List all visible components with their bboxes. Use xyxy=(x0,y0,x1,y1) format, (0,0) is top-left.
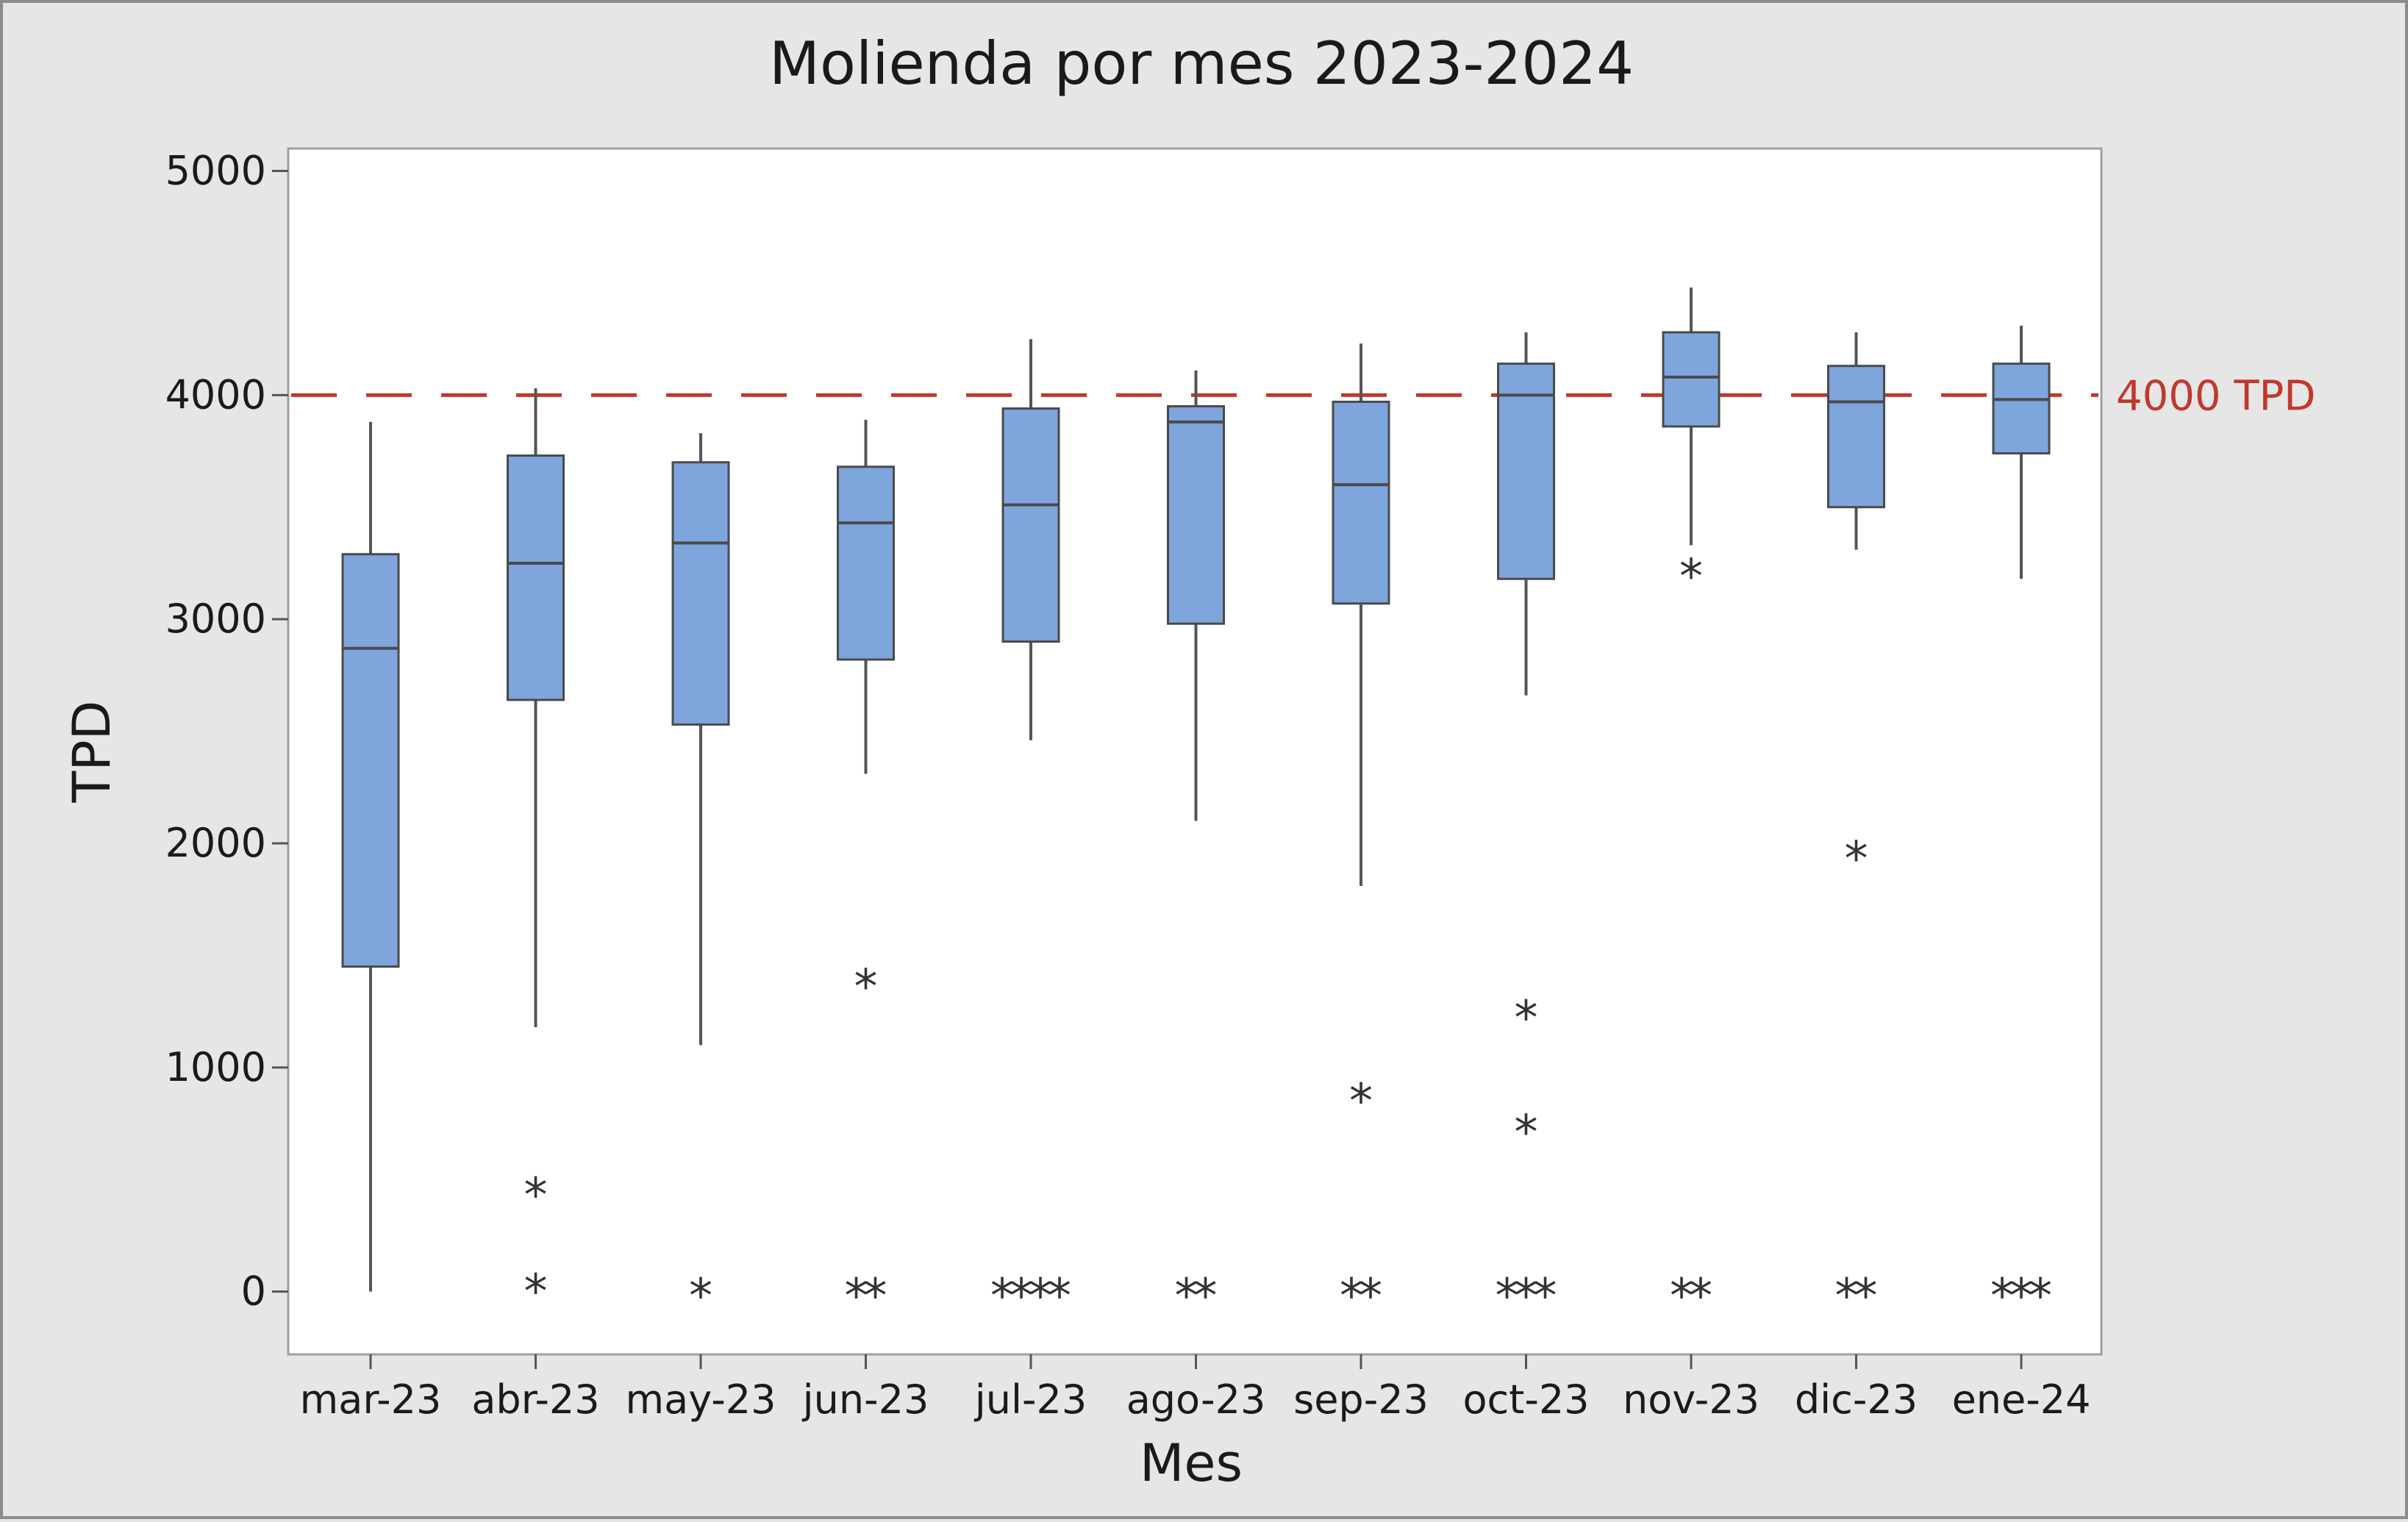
outlier-point: * xyxy=(1689,1270,1712,1324)
x-tick-label: jul-23 xyxy=(974,1376,1087,1423)
chart-title: Molienda por mes 2023-2024 xyxy=(769,29,1634,98)
outlier-point: * xyxy=(1175,1270,1198,1324)
outlier-point: * xyxy=(1679,550,1703,604)
outlier-point: * xyxy=(1496,1270,1519,1324)
box-iqr xyxy=(837,465,895,661)
x-tick-label: ene-24 xyxy=(1952,1376,2091,1423)
y-tick-label: 1000 xyxy=(165,1044,266,1090)
outlier-point: * xyxy=(1670,1270,1693,1324)
box-iqr xyxy=(1827,365,1885,509)
outlier-point: * xyxy=(1359,1270,1382,1324)
outlier-point: * xyxy=(1048,1270,1071,1324)
box-iqr xyxy=(507,454,565,701)
outlier-point: * xyxy=(1534,1270,1557,1324)
y-tick-label: 0 xyxy=(241,1268,266,1315)
y-tick-label: 5000 xyxy=(165,147,266,193)
x-tick-label: may-23 xyxy=(626,1376,776,1423)
outlier-point: * xyxy=(2029,1270,2052,1324)
x-tick-label: oct-23 xyxy=(1462,1376,1589,1423)
outlier-point: * xyxy=(2009,1270,2033,1324)
x-tick-label: dic-23 xyxy=(1795,1376,1918,1423)
outlier-point: * xyxy=(845,1270,868,1324)
outlier-point: * xyxy=(1010,1270,1033,1324)
x-tick-label: mar-23 xyxy=(300,1376,442,1423)
outlier-point: * xyxy=(1340,1270,1363,1324)
y-tick-label: 4000 xyxy=(165,371,266,418)
y-axis-label: TPD xyxy=(62,701,122,804)
outlier-point: * xyxy=(1194,1270,1218,1324)
outlier-point: * xyxy=(524,1265,548,1320)
box-iqr xyxy=(341,553,400,968)
x-tick-label: ago-23 xyxy=(1126,1376,1266,1423)
box-iqr xyxy=(1167,405,1225,625)
outlier-point: * xyxy=(854,960,878,1015)
y-tick-label: 2000 xyxy=(165,820,266,866)
outlier-point: * xyxy=(1854,1270,1878,1324)
outlier-point: * xyxy=(524,1168,548,1223)
outlier-point: * xyxy=(1835,1270,1859,1324)
outlier-point: * xyxy=(1515,1106,1538,1160)
box-iqr xyxy=(1497,362,1555,580)
outlier-point: * xyxy=(1029,1270,1052,1324)
outlier-point: * xyxy=(1515,992,1538,1046)
boxplot-svg: Molienda por mes 2023-2024 0 1000 2000 3000… xyxy=(62,29,2316,1493)
reference-line-label: 4000 TPD xyxy=(2116,372,2315,420)
box-iqr xyxy=(671,461,730,726)
outlier-point: * xyxy=(990,1270,1014,1324)
x-tick-label: jun-23 xyxy=(802,1376,929,1423)
outlier-point: * xyxy=(1515,1270,1538,1324)
chart-marks: 0 1000 2000 3000 4000 5000 4000 TPD mar-23 abr-2… xyxy=(165,147,2316,1423)
box-iqr xyxy=(1992,362,2051,455)
y-tick-label: 3000 xyxy=(165,596,266,642)
x-tick-label: sep-23 xyxy=(1293,1376,1429,1423)
outlier-point: * xyxy=(864,1270,887,1324)
x-tick-label: abr-23 xyxy=(471,1376,599,1423)
outlier-point: * xyxy=(1845,832,1868,887)
outlier-point: * xyxy=(1990,1270,2014,1324)
x-tick-label: nov-23 xyxy=(1623,1376,1759,1423)
outlier-point: * xyxy=(1349,1074,1373,1129)
x-axis-label: Mes xyxy=(1140,1433,1243,1493)
box-iqr xyxy=(1662,331,1721,428)
box-iqr xyxy=(1001,407,1060,643)
box-iqr xyxy=(1332,400,1390,605)
outlier-point: * xyxy=(689,1270,712,1324)
